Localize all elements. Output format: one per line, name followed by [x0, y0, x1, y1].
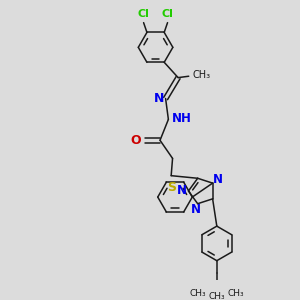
Text: N: N [177, 184, 187, 197]
Text: CH₃: CH₃ [227, 290, 244, 298]
Text: N: N [154, 92, 164, 105]
Text: N: N [191, 203, 201, 216]
Text: NH: NH [172, 112, 192, 125]
Text: CH₃: CH₃ [208, 292, 225, 300]
Text: Cl: Cl [162, 9, 173, 19]
Text: O: O [131, 134, 141, 147]
Text: CH₃: CH₃ [190, 290, 206, 298]
Text: CH₃: CH₃ [193, 70, 211, 80]
Text: N: N [213, 173, 223, 186]
Text: Cl: Cl [138, 9, 149, 19]
Text: S: S [167, 181, 176, 194]
